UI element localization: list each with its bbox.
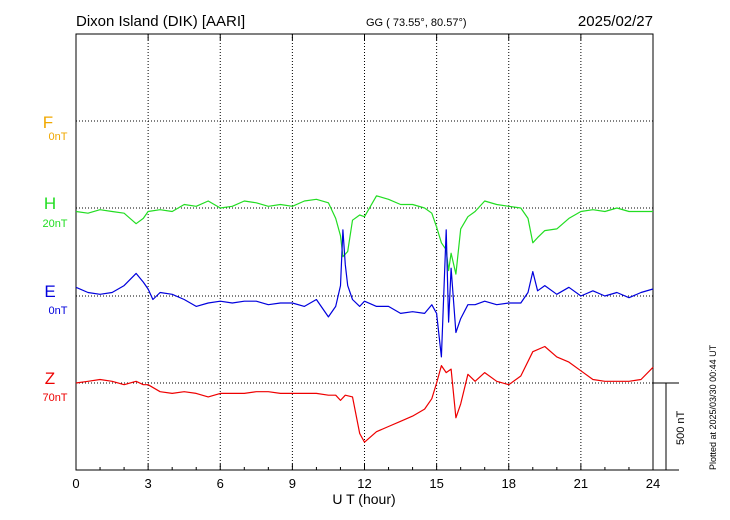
series-f-baseline: 0nT	[49, 131, 68, 143]
x-tick-label: 15	[429, 476, 443, 491]
x-tick-label: 3	[145, 476, 152, 491]
x-axis-label: U T (hour)	[332, 491, 395, 507]
series-line-z	[75, 345, 654, 443]
scale-bar-label: 500 nT	[675, 410, 687, 445]
x-tick-label: 18	[502, 476, 516, 491]
series-z-label: Z	[45, 369, 55, 388]
series-z-baseline: 70nT	[42, 392, 67, 404]
series-f-label: F	[43, 113, 53, 132]
x-tick-label: 0	[72, 476, 79, 491]
x-ticks: 0 3 6 9 12 15 18 21 24	[72, 34, 660, 491]
coords-label: GG ( 73.55°, 80.57°)	[366, 17, 467, 29]
x-tick-label: 12	[357, 476, 371, 491]
date-label: 2025/02/27	[578, 13, 653, 30]
series-line-e	[75, 229, 654, 358]
series-e-baseline: 0nT	[49, 305, 68, 317]
x-tick-label: 24	[646, 476, 660, 491]
series-line-h	[75, 195, 653, 275]
x-tick-label: 9	[289, 476, 296, 491]
grid	[76, 34, 653, 470]
x-tick-label: 21	[574, 476, 588, 491]
series-e-label: E	[44, 282, 55, 301]
series-h-label: H	[44, 194, 56, 213]
plot-frame	[75, 33, 654, 471]
series-h-baseline: 20nT	[42, 218, 67, 230]
series-group	[75, 195, 654, 443]
station-title: Dixon Island (DIK) [AARI]	[76, 13, 245, 30]
x-tick-label: 6	[217, 476, 224, 491]
scale-bar: 500 nT	[653, 382, 687, 471]
plotted-at-note: Plotted at 2025/03/30 00:44 UT	[708, 344, 718, 470]
